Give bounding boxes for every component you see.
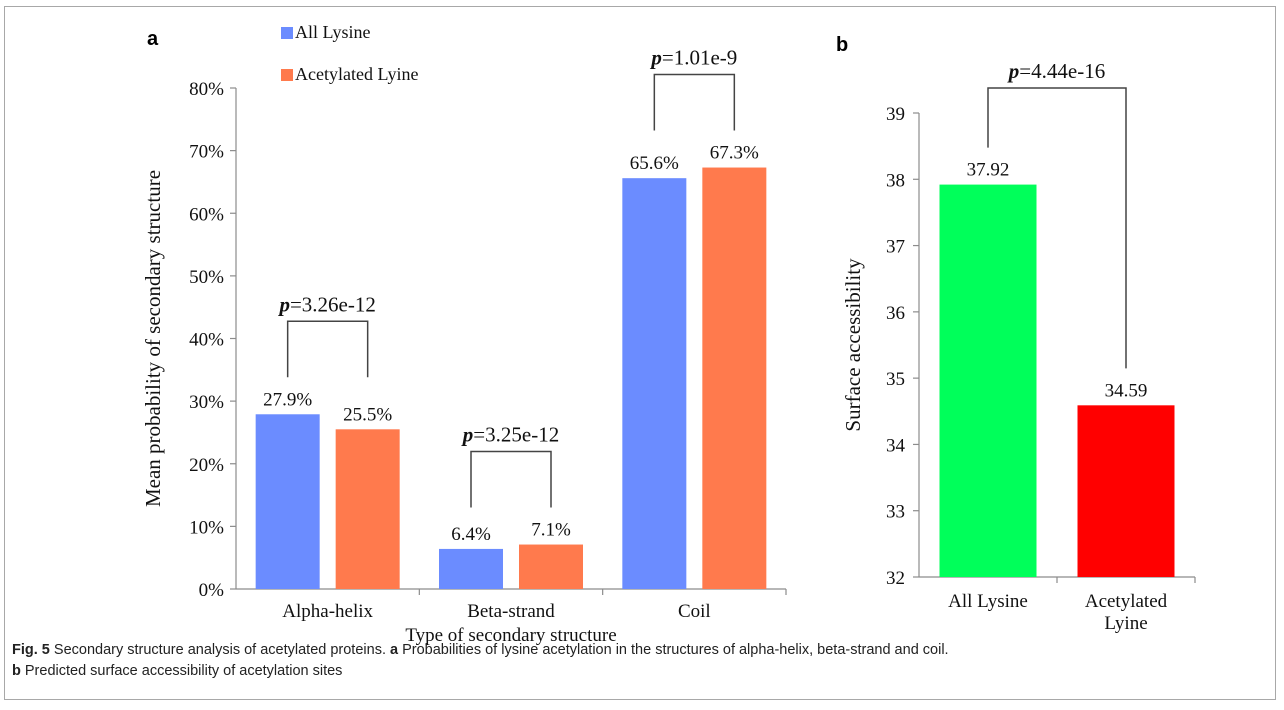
x-tick-label: Alpha-helix xyxy=(282,601,373,622)
panel-b-label: b xyxy=(836,34,848,56)
p-value-label: p=3.26e-12 xyxy=(277,292,375,316)
bar xyxy=(939,184,1037,578)
y-tick-label: 35 xyxy=(886,369,905,390)
y-axis-title: Surface accessibility xyxy=(841,258,865,432)
x-tick-label: Beta-strand xyxy=(467,601,555,622)
panel-a: a 0% 10% 20% 30% 40% 50% 60% 70% 80% Alpha-helix 2… xyxy=(141,22,787,646)
x-tick-label: Coil xyxy=(678,601,711,622)
y-tick-label: 36 xyxy=(886,303,905,324)
bar xyxy=(1077,405,1175,577)
caption-text-3: Predicted surface accessibility of acety… xyxy=(20,663,343,679)
caption-text-1: Secondary structure analysis of acetylat… xyxy=(49,642,390,658)
x-tick-label: Lyine xyxy=(1104,613,1147,634)
y-tick-label: 30% xyxy=(189,392,224,413)
caption-b-label: b xyxy=(12,663,21,679)
y-tick-label: 10% xyxy=(189,517,224,538)
y-tick-label: 40% xyxy=(189,330,224,351)
legend-label: Acetylated Lyine xyxy=(295,64,418,84)
y-tick-label: 39 xyxy=(886,104,905,125)
data-label: 65.6% xyxy=(630,153,679,174)
panel-a-label: a xyxy=(147,28,159,50)
caption-a-label: a xyxy=(390,642,399,658)
bar xyxy=(622,178,687,589)
y-tick-label: 32 xyxy=(886,568,905,589)
bar xyxy=(702,167,767,589)
legend-swatch xyxy=(281,27,293,39)
y-tick-label: 33 xyxy=(886,502,905,523)
p-value-label: p=4.44e-16 xyxy=(1007,59,1105,83)
x-tick-label: All Lysine xyxy=(948,591,1028,612)
data-label: 67.3% xyxy=(710,143,759,164)
legend-label: All Lysine xyxy=(295,22,371,42)
panel-b: b 32 33 34 35 36 37 38 39 37.92 All Lysine 34.59 Ac… xyxy=(836,34,1196,634)
x-axis-title: Type of secondary structure xyxy=(405,625,616,646)
significance-bracket xyxy=(286,320,369,378)
bar xyxy=(519,544,583,589)
significance-bracket xyxy=(987,87,1127,369)
bar xyxy=(335,429,400,589)
y-tick-label: 37 xyxy=(886,237,905,258)
data-label: 37.92 xyxy=(967,160,1010,181)
y-tick-label: 50% xyxy=(189,267,224,288)
y-tick-label: 80% xyxy=(189,79,224,100)
data-label: 25.5% xyxy=(343,404,392,425)
y-tick-label: 70% xyxy=(189,142,224,163)
bar xyxy=(255,414,320,589)
p-value-label: p=1.01e-9 xyxy=(649,46,737,70)
significance-bracket xyxy=(653,73,736,131)
y-tick-label: 0% xyxy=(199,580,225,601)
figure-caption: Fig. 5 Secondary structure analysis of a… xyxy=(12,640,1267,682)
p-value-label: p=3.25e-12 xyxy=(461,423,559,447)
caption-fig-label: Fig. 5 xyxy=(12,642,50,658)
legend-swatch xyxy=(281,69,293,81)
y-tick-label: 20% xyxy=(189,455,224,476)
significance-bracket xyxy=(470,450,552,508)
caption-text-2: Probabilities of lysine acetylation in t… xyxy=(398,642,949,658)
data-label: 7.1% xyxy=(531,520,571,541)
data-label: 6.4% xyxy=(451,524,491,545)
y-tick-label: 60% xyxy=(189,204,224,225)
data-label: 34.59 xyxy=(1105,380,1148,401)
y-axis-title: Mean probability of secondary structure xyxy=(141,170,165,507)
x-tick-label: Acetylated xyxy=(1085,591,1168,612)
y-tick-label: 34 xyxy=(886,435,906,456)
bar xyxy=(439,548,503,589)
data-label: 27.9% xyxy=(263,389,312,410)
y-tick-label: 38 xyxy=(886,170,905,191)
